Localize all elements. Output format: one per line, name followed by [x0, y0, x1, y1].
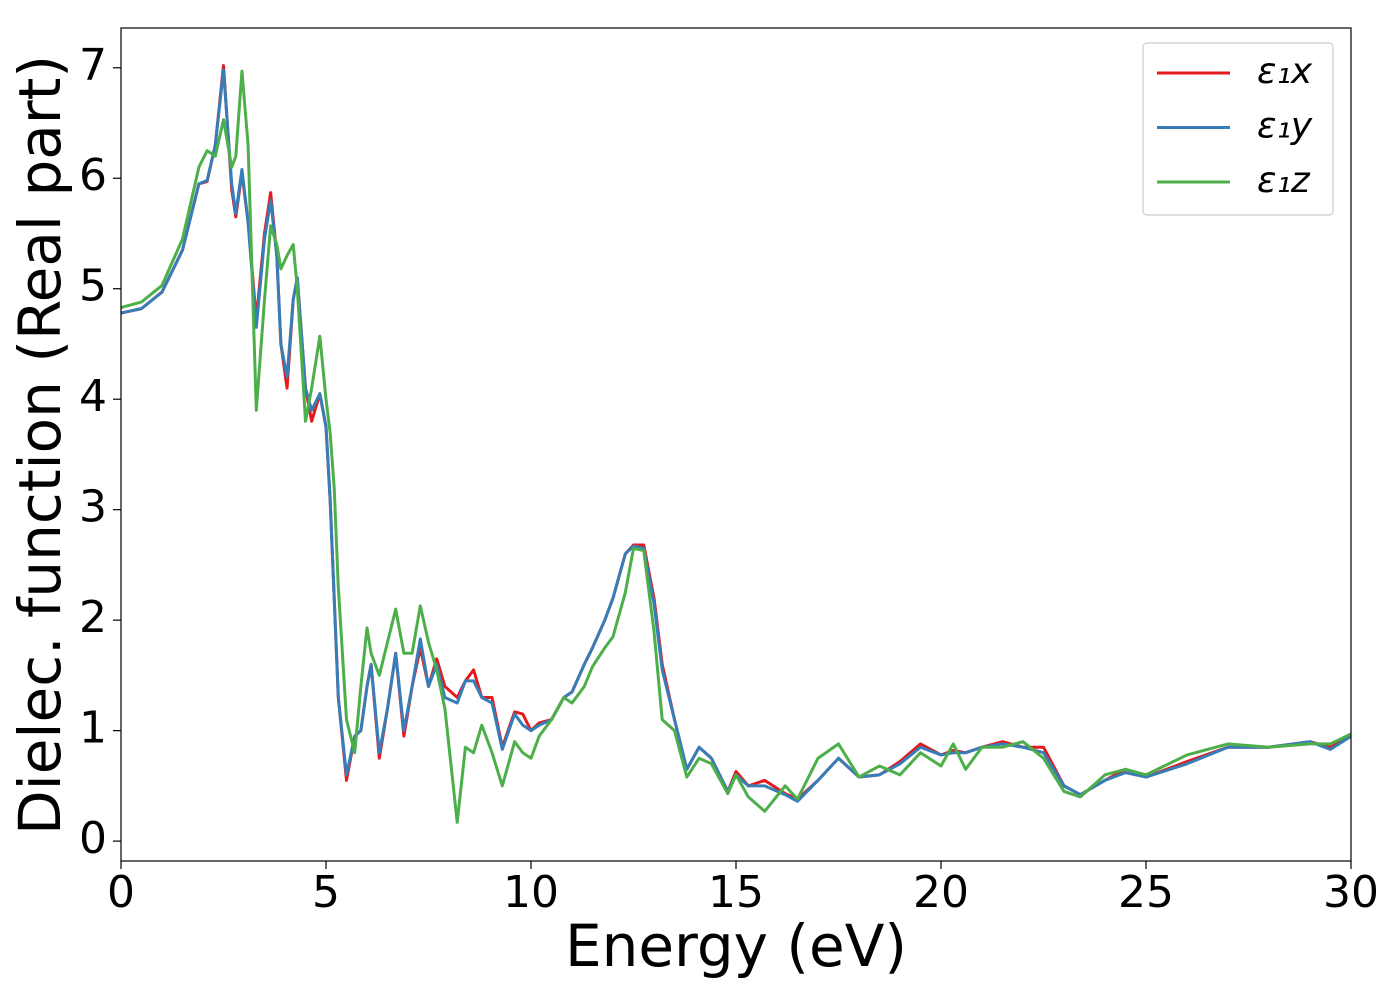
legend-label: ε₁y [1257, 106, 1313, 147]
x-tick-label: 25 [1118, 867, 1174, 918]
x-tick-label: 10 [503, 867, 559, 918]
y-tick-label: 5 [79, 261, 107, 312]
y-tick-label: 3 [79, 482, 107, 533]
y-tick-label: 7 [79, 40, 107, 91]
y-axis-label: Dielec. function (Real part) [6, 55, 74, 835]
x-tick-label: 20 [913, 867, 969, 918]
y-tick-label: 4 [79, 371, 107, 422]
x-axis-label: Energy (eV) [565, 912, 907, 980]
legend-label: ε₁x [1257, 51, 1313, 92]
legend-label: ε₁z [1257, 160, 1311, 201]
y-tick-label: 2 [79, 592, 107, 643]
x-tick-label: 0 [107, 867, 135, 918]
x-tick-label: 15 [708, 867, 764, 918]
line-series [121, 68, 1351, 803]
y-tick-label: 0 [79, 813, 107, 864]
line-series [121, 69, 1351, 824]
y-tick-label: 1 [79, 703, 107, 754]
x-tick-label: 5 [312, 867, 340, 918]
legend-box [1142, 42, 1334, 216]
x-tick-label: 30 [1323, 867, 1379, 918]
plot-frame [120, 27, 1352, 862]
y-tick-label: 6 [79, 150, 107, 201]
